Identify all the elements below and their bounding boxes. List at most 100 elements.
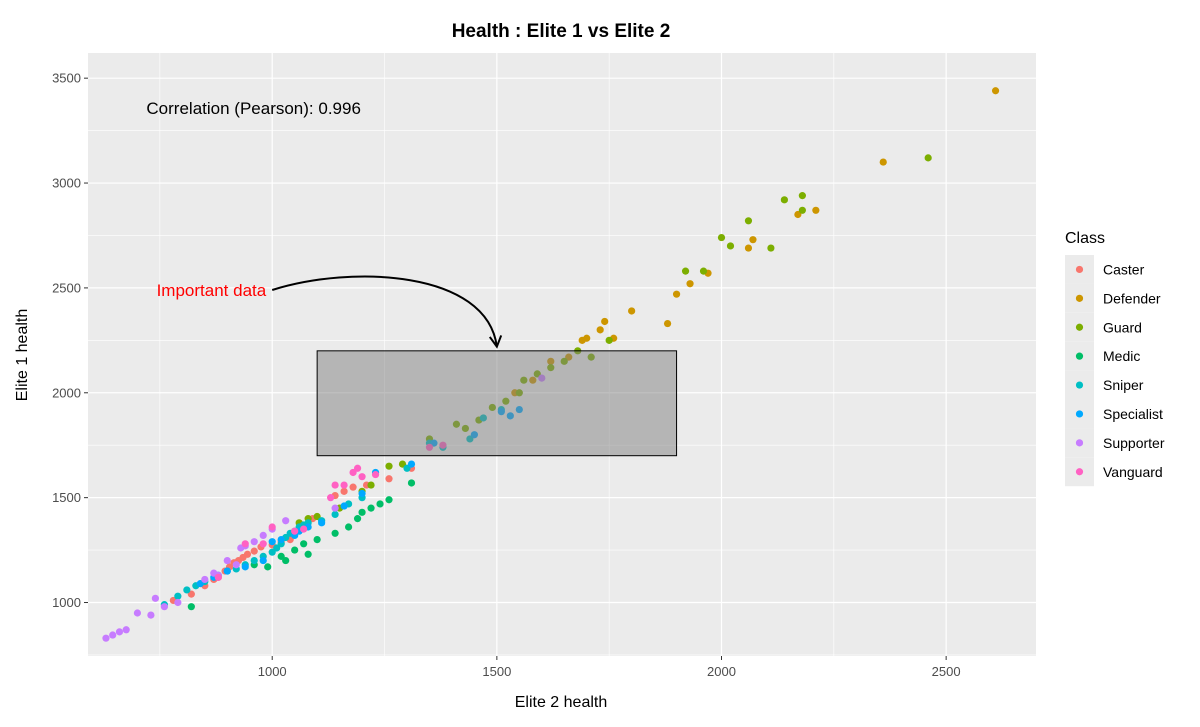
data-point	[367, 481, 375, 489]
data-point	[367, 504, 375, 512]
data-point	[259, 531, 267, 540]
legend-label: Caster	[1103, 261, 1145, 277]
data-point	[331, 510, 339, 519]
data-point	[268, 548, 276, 556]
data-point	[699, 267, 708, 275]
x-tick-label: 1500	[482, 664, 511, 679]
data-point	[223, 567, 231, 575]
legend-label: Guard	[1103, 319, 1142, 335]
data-point	[385, 475, 393, 483]
data-point	[210, 569, 218, 577]
data-point	[349, 468, 357, 477]
data-point	[174, 592, 182, 600]
data-point	[273, 544, 281, 552]
data-point	[403, 464, 411, 472]
data-point	[717, 233, 726, 242]
data-point	[291, 527, 299, 535]
data-point	[407, 460, 416, 468]
x-tick-label: 1000	[258, 664, 287, 679]
data-point	[313, 535, 321, 544]
data-point	[277, 552, 285, 560]
annotation-arrow	[271, 275, 498, 347]
data-point	[223, 556, 231, 565]
data-point	[318, 519, 326, 527]
legend-title: Class	[1065, 230, 1105, 247]
data-point	[147, 611, 155, 619]
data-point	[744, 217, 753, 225]
data-point	[259, 540, 267, 548]
data-point	[924, 154, 932, 162]
data-point	[196, 580, 204, 588]
data-point	[183, 586, 191, 594]
data-point	[605, 336, 613, 344]
y-tick-label: 2000	[52, 385, 81, 400]
legend-marker	[1075, 439, 1084, 447]
data-point	[232, 561, 240, 569]
data-point	[102, 634, 110, 642]
data-point	[398, 460, 407, 468]
legend-marker	[1075, 323, 1084, 331]
data-point	[767, 244, 775, 252]
data-point	[259, 556, 267, 565]
arrow-head-icon	[488, 335, 503, 349]
x-tick-label: 2500	[932, 664, 961, 679]
data-point	[304, 550, 312, 558]
data-point	[798, 192, 806, 200]
data-point	[681, 267, 690, 275]
data-point	[331, 481, 339, 489]
data-point	[264, 563, 272, 571]
data-point	[133, 609, 142, 617]
data-point	[268, 538, 276, 546]
data-point	[353, 515, 362, 523]
data-point	[601, 317, 609, 326]
data-point	[749, 236, 757, 244]
data-point	[109, 631, 117, 639]
legend-label: Sniper	[1103, 377, 1144, 393]
data-point	[201, 575, 209, 584]
data-point	[686, 280, 694, 288]
data-point	[340, 502, 348, 510]
data-point	[268, 523, 276, 531]
data-point	[250, 547, 258, 555]
data-point	[358, 473, 366, 481]
data-point	[151, 594, 159, 602]
correlation-label: Correlation (Pearson): 0.996	[146, 99, 361, 118]
y-tick-label: 1000	[52, 595, 81, 610]
data-point	[282, 556, 290, 565]
data-point	[385, 462, 393, 470]
series-medic	[187, 479, 416, 611]
data-point	[250, 556, 258, 565]
data-point	[214, 573, 222, 581]
legend-label: Medic	[1103, 348, 1140, 364]
axis-ticks: 1000 1500 2000 2500 1000 1500 2000 2500 3000 3500	[52, 71, 961, 679]
data-point	[385, 496, 393, 504]
legend-marker	[1075, 468, 1084, 476]
y-tick-label: 3000	[52, 176, 81, 191]
data-point	[407, 479, 416, 487]
highlight-rectangle	[316, 350, 678, 457]
legend-label: Defender	[1103, 290, 1161, 306]
data-point	[277, 535, 285, 544]
data-point	[187, 590, 195, 598]
data-point	[174, 598, 182, 607]
data-point	[187, 603, 195, 611]
data-point	[663, 319, 672, 328]
y-tick-label: 1500	[52, 490, 81, 505]
data-point	[300, 540, 308, 548]
data-point	[340, 487, 348, 495]
data-point	[122, 626, 130, 634]
data-point	[241, 563, 249, 571]
data-point	[794, 210, 802, 219]
y-tick-label: 3500	[52, 71, 81, 86]
data-point	[596, 326, 604, 334]
data-point	[349, 483, 357, 491]
data-point	[726, 242, 735, 250]
data-point	[780, 196, 788, 204]
legend-marker	[1075, 352, 1084, 360]
important-data-label: Important data	[157, 281, 267, 300]
data-point	[798, 206, 806, 214]
data-point	[331, 504, 339, 512]
data-point	[353, 464, 362, 472]
data-point	[313, 512, 321, 521]
